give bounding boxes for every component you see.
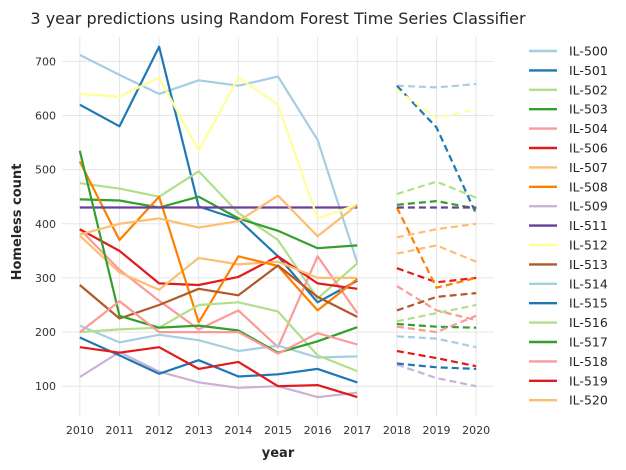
series-line-il-517: [78, 150, 358, 354]
x-tick-label: 2015: [264, 424, 292, 437]
forecast-line-il-512: [396, 88, 477, 120]
x-tick-label: 2020: [462, 424, 490, 437]
y-tick-label: 500: [35, 164, 56, 177]
series-line-il-514: [79, 324, 358, 359]
x-axis-label: year: [262, 446, 295, 461]
series-line-il-507: [79, 234, 358, 291]
forecast-line-il-504: [396, 285, 477, 322]
x-axis-ticks: 2010 2011 2012 2013 2014 2015 2016 2017 2018 2019…: [66, 424, 490, 437]
legend-entry-label: IL-515: [569, 296, 608, 311]
legend-entry-label: IL-519: [569, 373, 608, 388]
legend-entry-label: IL-516: [569, 315, 608, 330]
series-line-il-506: [79, 228, 358, 290]
chart-title: 3 year predictions using Random Forest T…: [30, 9, 526, 28]
y-tick-label: 700: [35, 55, 56, 68]
x-tick-label: 2013: [185, 424, 213, 437]
y-tick-label: 400: [35, 218, 56, 231]
series-line-il-508: [78, 161, 358, 324]
y-axis-ticks: 100 200 300 400 500 600 700: [35, 55, 56, 393]
forecast-line-il-506: [396, 267, 477, 284]
legend-entry-label: IL-502: [569, 82, 608, 97]
legend-entry-label: IL-514: [569, 276, 608, 291]
legend-entry-label: IL-513: [569, 257, 608, 272]
legend-entry-label: IL-501: [569, 63, 608, 78]
forecast-line-il-500: [396, 83, 477, 89]
forecast-line-il-519: [396, 349, 477, 368]
forecast-line-il-501: [396, 84, 478, 215]
legend-entry-label: IL-503: [569, 102, 608, 117]
series-line-il-501: [79, 45, 358, 304]
y-tick-label: 600: [35, 110, 56, 123]
legend-entry-label: IL-500: [569, 44, 608, 59]
series-line-il-519: [79, 346, 358, 399]
forecast-line-il-502: [396, 180, 477, 199]
legend-entry-label: IL-518: [569, 354, 608, 369]
forecast-line-il-509: [396, 363, 477, 388]
legend-entry-label: IL-509: [569, 199, 608, 214]
x-tick-label: 2012: [145, 424, 173, 437]
series-line-il-512: [79, 76, 358, 220]
forecast-line-il-516: [396, 303, 477, 323]
chart-legend: IL-500 IL-501 IL-502 IL-503 IL-504 IL-506 IL-5…: [529, 44, 608, 408]
x-tick-label: 2016: [304, 424, 332, 437]
x-tick-label: 2010: [66, 424, 94, 437]
forecast-line-il-514: [396, 335, 477, 349]
forecast-line-il-517: [396, 322, 477, 329]
forecast-line-il-507: [396, 244, 477, 263]
series-line-il-502: [79, 170, 359, 300]
x-tick-label: 2019: [423, 424, 451, 437]
legend-entry-label: IL-512: [569, 238, 608, 253]
series-line-il-516: [79, 301, 358, 373]
chart-series-lines: [78, 45, 478, 399]
series-line-il-515: [79, 336, 358, 384]
series-line-il-518: [79, 300, 358, 355]
x-tick-label: 2014: [224, 424, 252, 437]
x-tick-label: 2018: [383, 424, 411, 437]
y-tick-label: 300: [35, 272, 56, 285]
y-axis-label: Homeless count: [10, 164, 25, 281]
legend-entry-label: IL-511: [569, 218, 608, 233]
forecast-line-il-513: [396, 292, 477, 312]
legend-entry-label: IL-508: [569, 179, 608, 194]
forecast-line-il-515: [396, 362, 477, 370]
y-tick-label: 200: [35, 326, 56, 339]
legend-entry-label: IL-517: [569, 335, 608, 350]
y-tick-label: 100: [35, 380, 56, 393]
legend-entry-label: IL-507: [569, 160, 608, 175]
series-line-il-500: [79, 53, 359, 264]
legend-entry-label: IL-506: [569, 141, 608, 156]
forecast-line-il-518: [396, 314, 477, 334]
legend-entry-label: IL-520: [569, 393, 608, 408]
series-line-il-520: [79, 194, 358, 238]
legend-entry-label: IL-504: [569, 121, 608, 136]
forecast-line-il-520: [396, 222, 477, 239]
series-line-il-513: [79, 264, 358, 320]
x-tick-label: 2011: [105, 424, 133, 437]
x-tick-label: 2017: [343, 424, 371, 437]
forecast-line-il-508: [395, 207, 477, 289]
forecast-line-il-503: [396, 199, 477, 210]
series-line-il-509: [79, 351, 358, 399]
